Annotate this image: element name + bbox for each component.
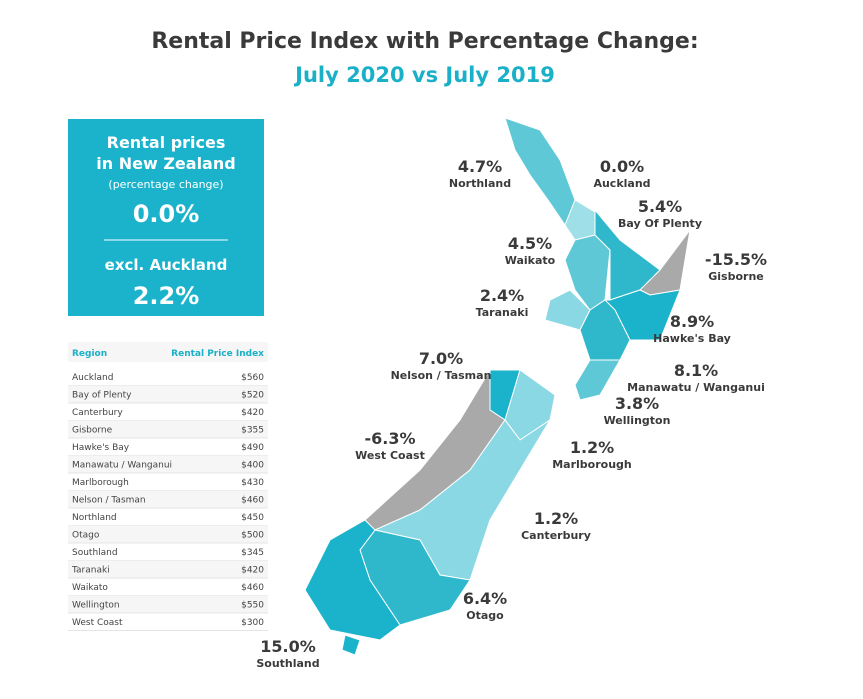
table-cell: $460: [241, 583, 264, 593]
table-cell: $450: [241, 513, 264, 523]
table-cell: Hawke's Bay: [72, 443, 130, 453]
region-manawatu: [579, 299, 631, 361]
table-cell: $400: [241, 461, 264, 471]
region-change: 4.5%: [508, 234, 552, 253]
region-name: Northland: [449, 177, 511, 190]
region-stewart-island: [341, 634, 361, 656]
region-change: 7.0%: [419, 349, 463, 368]
region-wellington: [574, 359, 621, 401]
region-change: 8.9%: [670, 312, 714, 331]
map-labels: 4.7%Northland 0.0%Auckland 5.4%Bay Of Plen…: [256, 157, 767, 670]
region-name: Marlborough: [552, 458, 632, 471]
table-header: Region: [72, 349, 107, 359]
table-cell: Otago: [72, 531, 100, 541]
table-cell: $345: [241, 548, 264, 558]
region-change: 1.2%: [570, 438, 614, 457]
region-change: 0.0%: [600, 157, 644, 176]
table-cell: $460: [241, 496, 264, 506]
table-row-bg: [68, 490, 268, 508]
table-cell: Marlborough: [72, 478, 129, 488]
table-row-bg: [68, 560, 268, 578]
excl-label: excl. Auckland: [105, 256, 228, 274]
region-name: Manawatu / Wanganui: [627, 381, 765, 394]
region-change: 2.4%: [480, 286, 524, 305]
summary-box: [68, 119, 264, 316]
region-change: 8.1%: [674, 361, 718, 380]
region-name: Canterbury: [521, 529, 591, 542]
region-change: 5.4%: [638, 197, 682, 216]
summary-note: (percentage change): [108, 178, 223, 191]
table-cell: $420: [241, 408, 264, 418]
region-change: 6.4%: [463, 589, 507, 608]
region-change: -15.5%: [705, 250, 767, 269]
table-cell: $550: [241, 601, 264, 611]
title: Rental Price Index with Percentage Chang…: [151, 29, 698, 54]
region-change: 3.8%: [615, 394, 659, 413]
region-name: Auckland: [593, 177, 650, 190]
region-change: 1.2%: [534, 509, 578, 528]
subtitle: July 2020 vs July 2019: [293, 63, 555, 87]
summary-value: 0.0%: [133, 200, 200, 228]
summary-heading: in New Zealand: [96, 154, 235, 173]
table-cell: $420: [241, 566, 264, 576]
table-cell: $355: [241, 426, 264, 436]
summary-heading: Rental prices: [107, 133, 226, 152]
region-name: Wellington: [604, 414, 671, 427]
region-southland: [304, 519, 401, 641]
region-name: Gisborne: [708, 270, 764, 283]
region-name: Otago: [466, 609, 504, 622]
region-name: Hawke's Bay: [653, 332, 731, 345]
table-row-bg: [68, 420, 268, 438]
table-cell: Canterbury: [72, 408, 123, 418]
table-cell: Waikato: [72, 583, 108, 593]
table-cell: $490: [241, 443, 264, 453]
region-taranaki: [544, 289, 591, 331]
table-row-bg: [68, 525, 268, 543]
table-cell: Auckland: [72, 373, 113, 383]
region-name: West Coast: [355, 449, 425, 462]
table-cell: West Coast: [72, 618, 123, 628]
region-name: Waikato: [505, 254, 556, 267]
table-cell: $560: [241, 373, 264, 383]
table-cell: Southland: [72, 548, 118, 558]
table-cell: $300: [241, 618, 264, 628]
table-cell: Northland: [72, 513, 117, 523]
region-change: 15.0%: [260, 637, 316, 656]
table-row-bg: [68, 385, 268, 403]
table-cell: $500: [241, 531, 264, 541]
table-row-bg: [68, 455, 268, 473]
table-cell: Manawatu / Wanganui: [72, 461, 172, 471]
table-cell: $520: [241, 391, 264, 401]
region-name: Taranaki: [476, 306, 529, 319]
table-row-bg: [68, 595, 268, 613]
table-cell: Taranaki: [71, 566, 110, 576]
region-northland: [504, 117, 581, 226]
table-cell: Bay of Plenty: [72, 391, 132, 401]
map: [304, 117, 691, 656]
table: Region Rental Price Index Auckland $560 Ba…: [68, 342, 268, 631]
region-name: Bay Of Plenty: [618, 217, 702, 230]
table-cell: $430: [241, 478, 264, 488]
table-header-bg: [68, 342, 268, 362]
region-name: Southland: [256, 657, 319, 670]
table-header: Rental Price Index: [171, 349, 264, 359]
excl-value: 2.2%: [133, 282, 200, 310]
region-change: 4.7%: [458, 157, 502, 176]
table-cell: Gisborne: [72, 426, 113, 436]
region-change: -6.3%: [364, 429, 415, 448]
table-cell: Nelson / Tasman: [72, 496, 146, 506]
region-name: Nelson / Tasman: [391, 369, 492, 382]
table-cell: Wellington: [72, 601, 120, 611]
